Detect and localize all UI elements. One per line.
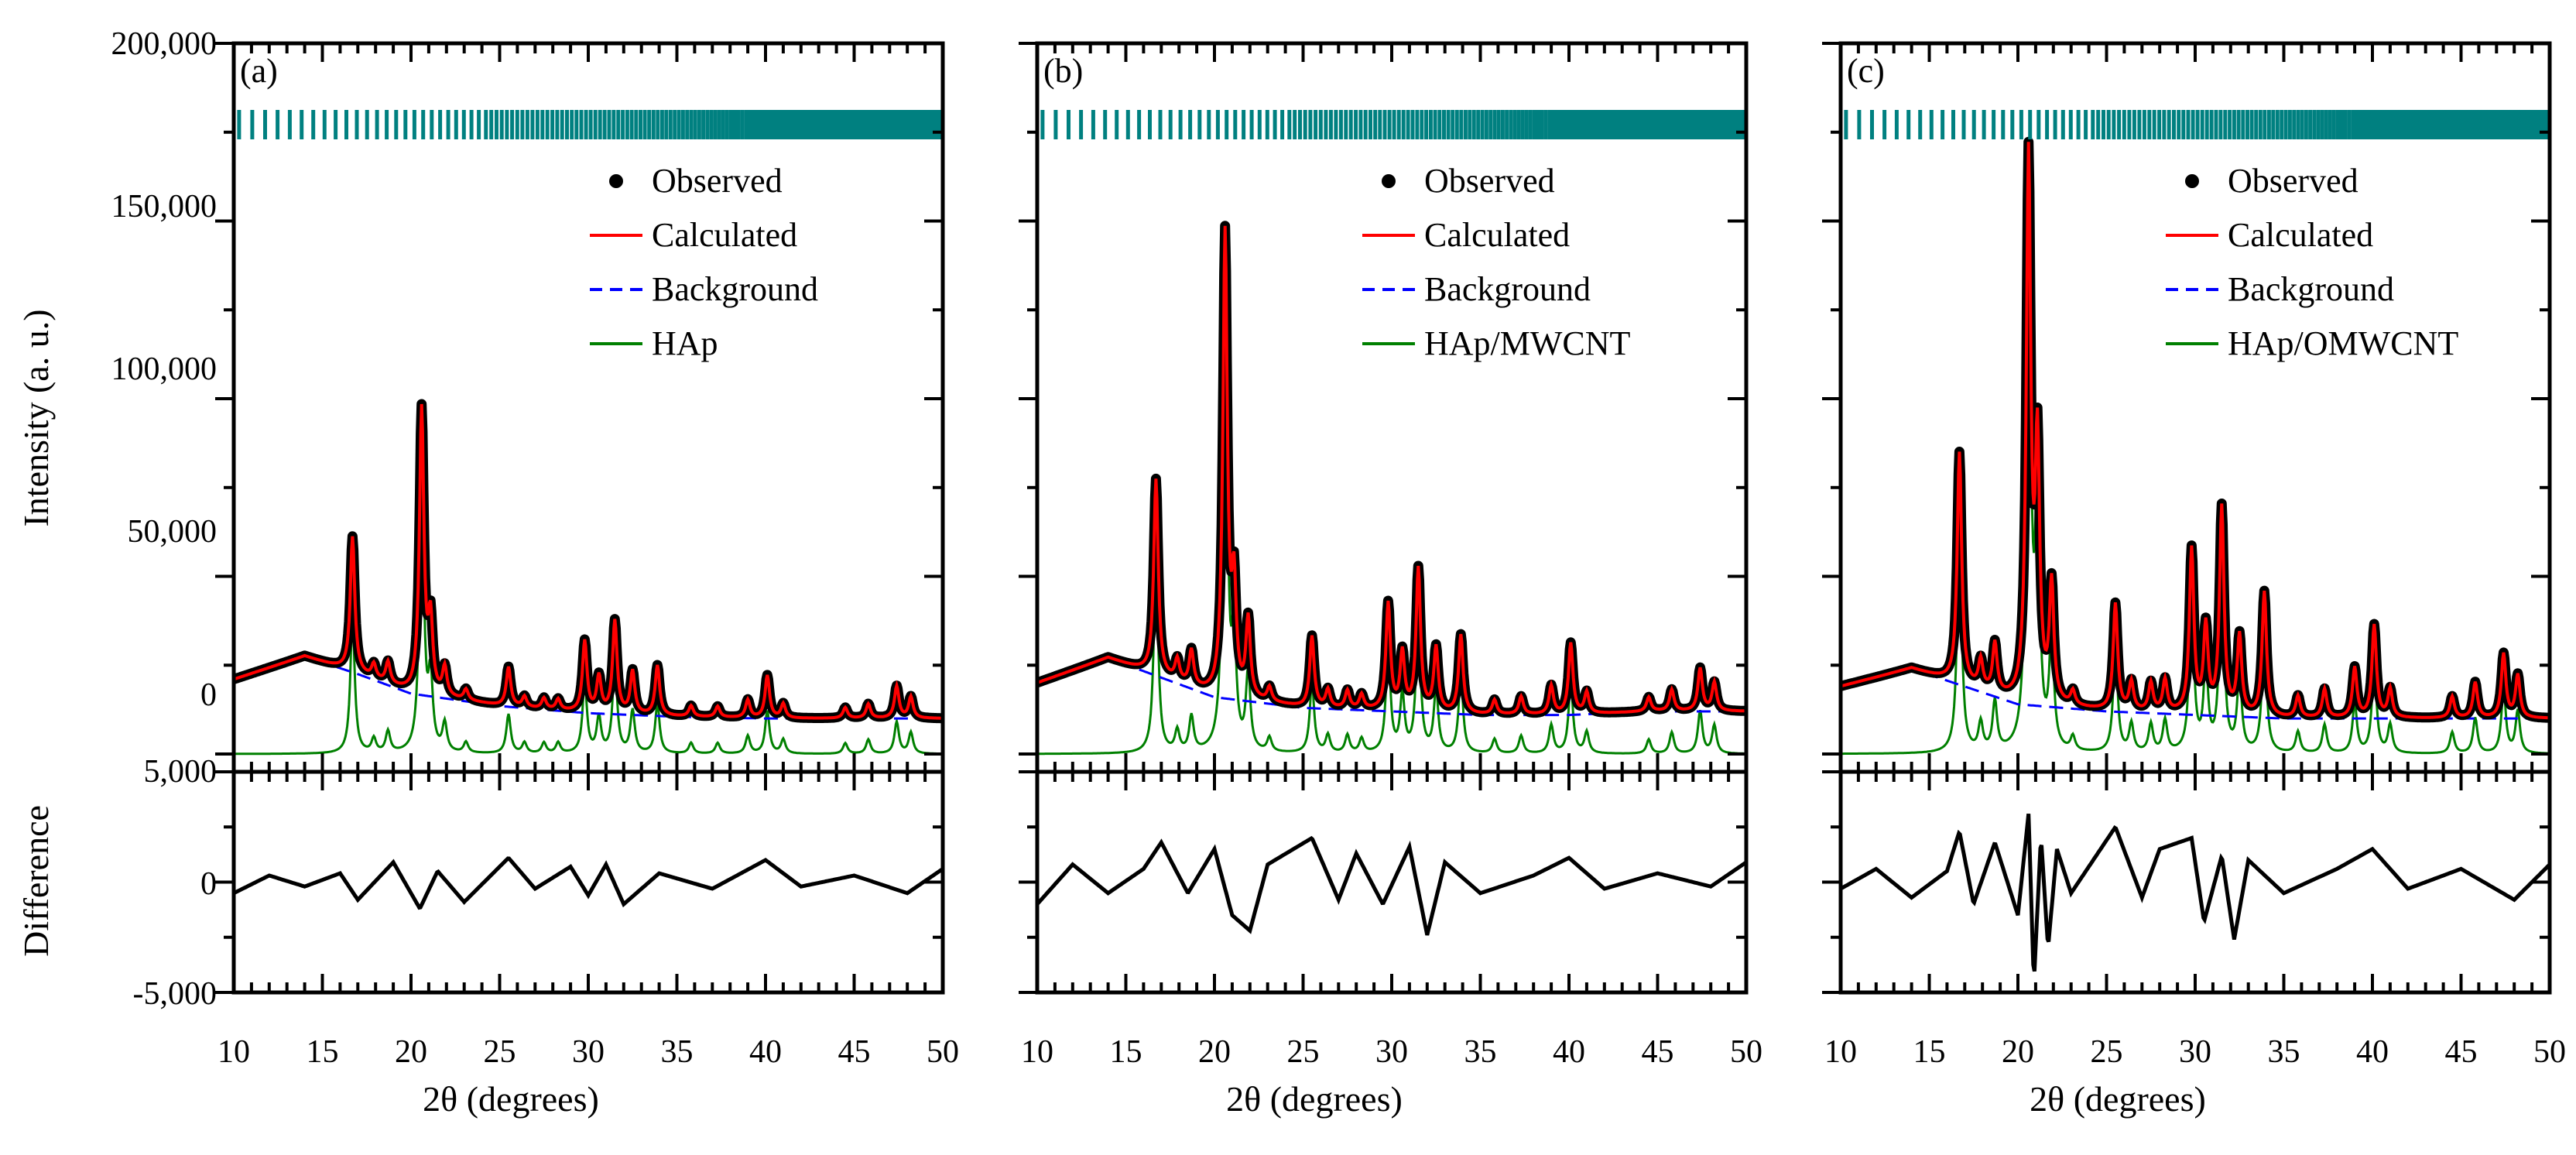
x-tick-label: 30 (572, 1034, 605, 1070)
x-tick-label: 45 (2445, 1034, 2478, 1070)
panel-label: (a) (240, 52, 278, 90)
x-tick-label: 40 (749, 1034, 782, 1070)
y-tick-label-100000: 100,000 (111, 351, 218, 387)
reflection-ticks (1844, 110, 2551, 139)
legend-entry: Background (2228, 270, 2394, 308)
x-tick-label: 15 (1913, 1034, 1946, 1070)
panel-label: (c) (1847, 52, 1885, 90)
panel-b: 10 15 20 25 30 35 40 45 50 (b) Observed Calculated B… (1019, 41, 1762, 1070)
reflection-ticks (237, 110, 944, 139)
x-tick-label: 35 (2268, 1034, 2300, 1070)
y-tick-label-150000: 150,000 (111, 189, 218, 224)
x-tick-label: 50 (1730, 1034, 1762, 1070)
x-tick-label: 50 (927, 1034, 959, 1070)
x-tick-label: 50 (2533, 1034, 2566, 1070)
legend-entry: Observed (1424, 162, 1555, 200)
legend-entry: Observed (2228, 162, 2358, 200)
x-axis-label-b: 2θ (degrees) (1226, 1079, 1403, 1119)
y-tick-label-50000: 50,000 (128, 514, 218, 550)
legend-entry: Calculated (1424, 216, 1570, 254)
x-tick-label: 35 (661, 1034, 694, 1070)
reflection-ticks (1040, 110, 1748, 139)
x-tick-label: 45 (1642, 1034, 1674, 1070)
legend-entry: HAp (652, 324, 718, 362)
legend-observed-marker (609, 174, 623, 188)
legend-observed-marker (1382, 174, 1396, 188)
legend-entry: HAp/OMWCNT (2228, 324, 2458, 362)
x-tick-label: 30 (2179, 1034, 2211, 1070)
diff-tick-label-0: 0 (200, 866, 217, 902)
x-tick-label: 45 (838, 1034, 871, 1070)
x-tick-label: 25 (1287, 1034, 1320, 1070)
x-axis-label-c: 2θ (degrees) (2030, 1079, 2206, 1119)
x-tick-label: 20 (395, 1034, 427, 1070)
legend-entry: Calculated (2228, 216, 2373, 254)
difference-line (232, 856, 944, 910)
x-tick-label: 10 (1824, 1034, 1857, 1070)
x-tick-label: 10 (218, 1034, 250, 1070)
y-tick-label-0: 0 (200, 677, 217, 713)
x-tick-label: 35 (1464, 1034, 1497, 1070)
legend-entry: HAp/MWCNT (1424, 324, 1631, 362)
x-tick-label: 25 (2091, 1034, 2123, 1070)
legend: Observed Calculated Background HAp/OMWCNT (2166, 162, 2458, 362)
legend-observed-marker (2185, 174, 2199, 188)
difference-line (1839, 813, 2551, 972)
diff-tick-label-5000: 5,000 (144, 754, 218, 790)
calculated-line (233, 403, 943, 720)
x-tick-label: 15 (307, 1034, 339, 1070)
y-tick-label-200000: 200,000 (111, 26, 218, 62)
panel-c: 10 15 20 25 30 35 40 45 50 (c) Observed Calculated B… (1822, 41, 2566, 1070)
difference-line (1036, 835, 1748, 936)
x-tick-label: 25 (484, 1034, 516, 1070)
panels: 10 15 20 25 30 35 40 45 50 (a) Observed Calculated B… (215, 41, 2566, 1070)
calculated-line (1840, 142, 2550, 720)
x-tick-label: 10 (1021, 1034, 1053, 1070)
x-axis-label-a: 2θ (degrees) (423, 1079, 599, 1119)
x-tick-label: 40 (2356, 1034, 2389, 1070)
panel-label: (b) (1043, 52, 1083, 90)
x-tick-label: 15 (1110, 1034, 1142, 1070)
x-tick-label: 40 (1553, 1034, 1585, 1070)
x-tick-label: 20 (2002, 1034, 2034, 1070)
x-tick-label: 20 (1198, 1034, 1231, 1070)
diff-axis-label: Difference (16, 805, 56, 957)
legend: Observed Calculated Background HAp (590, 162, 818, 362)
legend: Observed Calculated Background HAp/MWCNT (1362, 162, 1631, 362)
panel-a: 10 15 20 25 30 35 40 45 50 (a) Observed Calculated B… (215, 41, 959, 1070)
legend-entry: Calculated (652, 216, 797, 254)
legend-entry: Background (652, 270, 818, 308)
x-tick-label: 30 (1375, 1034, 1408, 1070)
diff-tick-label-minus-5000: -5,000 (133, 976, 218, 1012)
legend-entry: Background (1424, 270, 1591, 308)
legend-entry: Observed (652, 162, 783, 200)
calculated-line (1036, 225, 1747, 715)
y-axis-label: Intensity (a. u.) (16, 309, 56, 526)
